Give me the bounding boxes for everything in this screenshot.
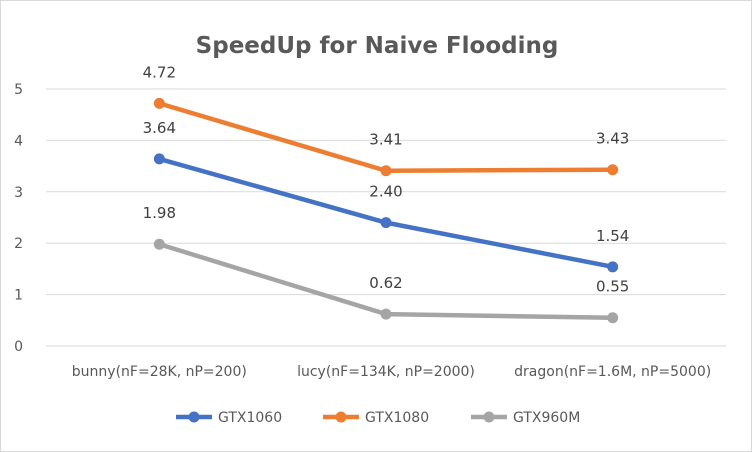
data-point (607, 164, 619, 176)
data-point (153, 153, 165, 165)
x-tick-label: dragon(nF=1.6M, nP=5000) (514, 364, 711, 380)
data-point (153, 97, 165, 109)
data-point (607, 261, 619, 273)
series-gtx1060: 3.64 2.40 1.54 (143, 119, 629, 273)
x-tick-label: bunny(nF=28K, nP=200) (72, 364, 247, 380)
data-point (380, 165, 392, 177)
y-tick-label: 2 (14, 236, 23, 252)
data-point (380, 308, 392, 320)
legend-marker (335, 411, 347, 423)
data-label: 0.62 (369, 274, 402, 292)
legend-label: GTX1060 (218, 410, 282, 426)
legend-item-gtx1060: GTX1060 (176, 410, 282, 426)
data-label: 1.98 (143, 204, 176, 222)
series-gtx1080: 4.72 3.41 3.43 (143, 63, 629, 177)
legend-item-gtx960m: GTX960M (471, 410, 580, 426)
data-label: 3.41 (369, 131, 402, 149)
series: 3.64 2.40 1.54 4.72 3.41 3.43 1.98 0.62 0.55 (143, 63, 629, 324)
legend-marker (483, 411, 495, 423)
data-label: 2.40 (369, 183, 402, 201)
data-label: 3.64 (143, 119, 176, 137)
chart-title: SpeedUp for Naive Flooding (196, 33, 559, 59)
legend-label: GTX960M (513, 410, 580, 426)
y-tick-label: 3 (14, 185, 23, 201)
series-gtx960m: 1.98 0.62 0.55 (143, 204, 629, 324)
y-tick-label: 4 (14, 133, 23, 149)
x-axis-ticks: bunny(nF=28K, nP=200) lucy(nF=134K, nP=20… (72, 364, 711, 380)
data-label: 0.55 (596, 278, 629, 296)
data-label: 3.43 (596, 130, 629, 148)
data-label: 1.54 (596, 227, 629, 245)
legend-label: GTX1080 (365, 410, 429, 426)
data-label: 4.72 (143, 63, 176, 81)
y-axis-ticks: 0 1 2 3 4 5 (14, 82, 23, 355)
y-tick-label: 1 (14, 288, 23, 304)
data-point (607, 312, 619, 324)
x-tick-label: lucy(nF=134K, nP=2000) (297, 364, 475, 380)
data-point (380, 217, 392, 229)
data-point (153, 238, 165, 250)
y-tick-label: 0 (14, 339, 23, 355)
legend-item-gtx1080: GTX1080 (323, 410, 429, 426)
legend: GTX1060 GTX1080 GTX960M (176, 410, 580, 426)
y-tick-label: 5 (14, 82, 23, 98)
legend-marker (188, 411, 200, 423)
